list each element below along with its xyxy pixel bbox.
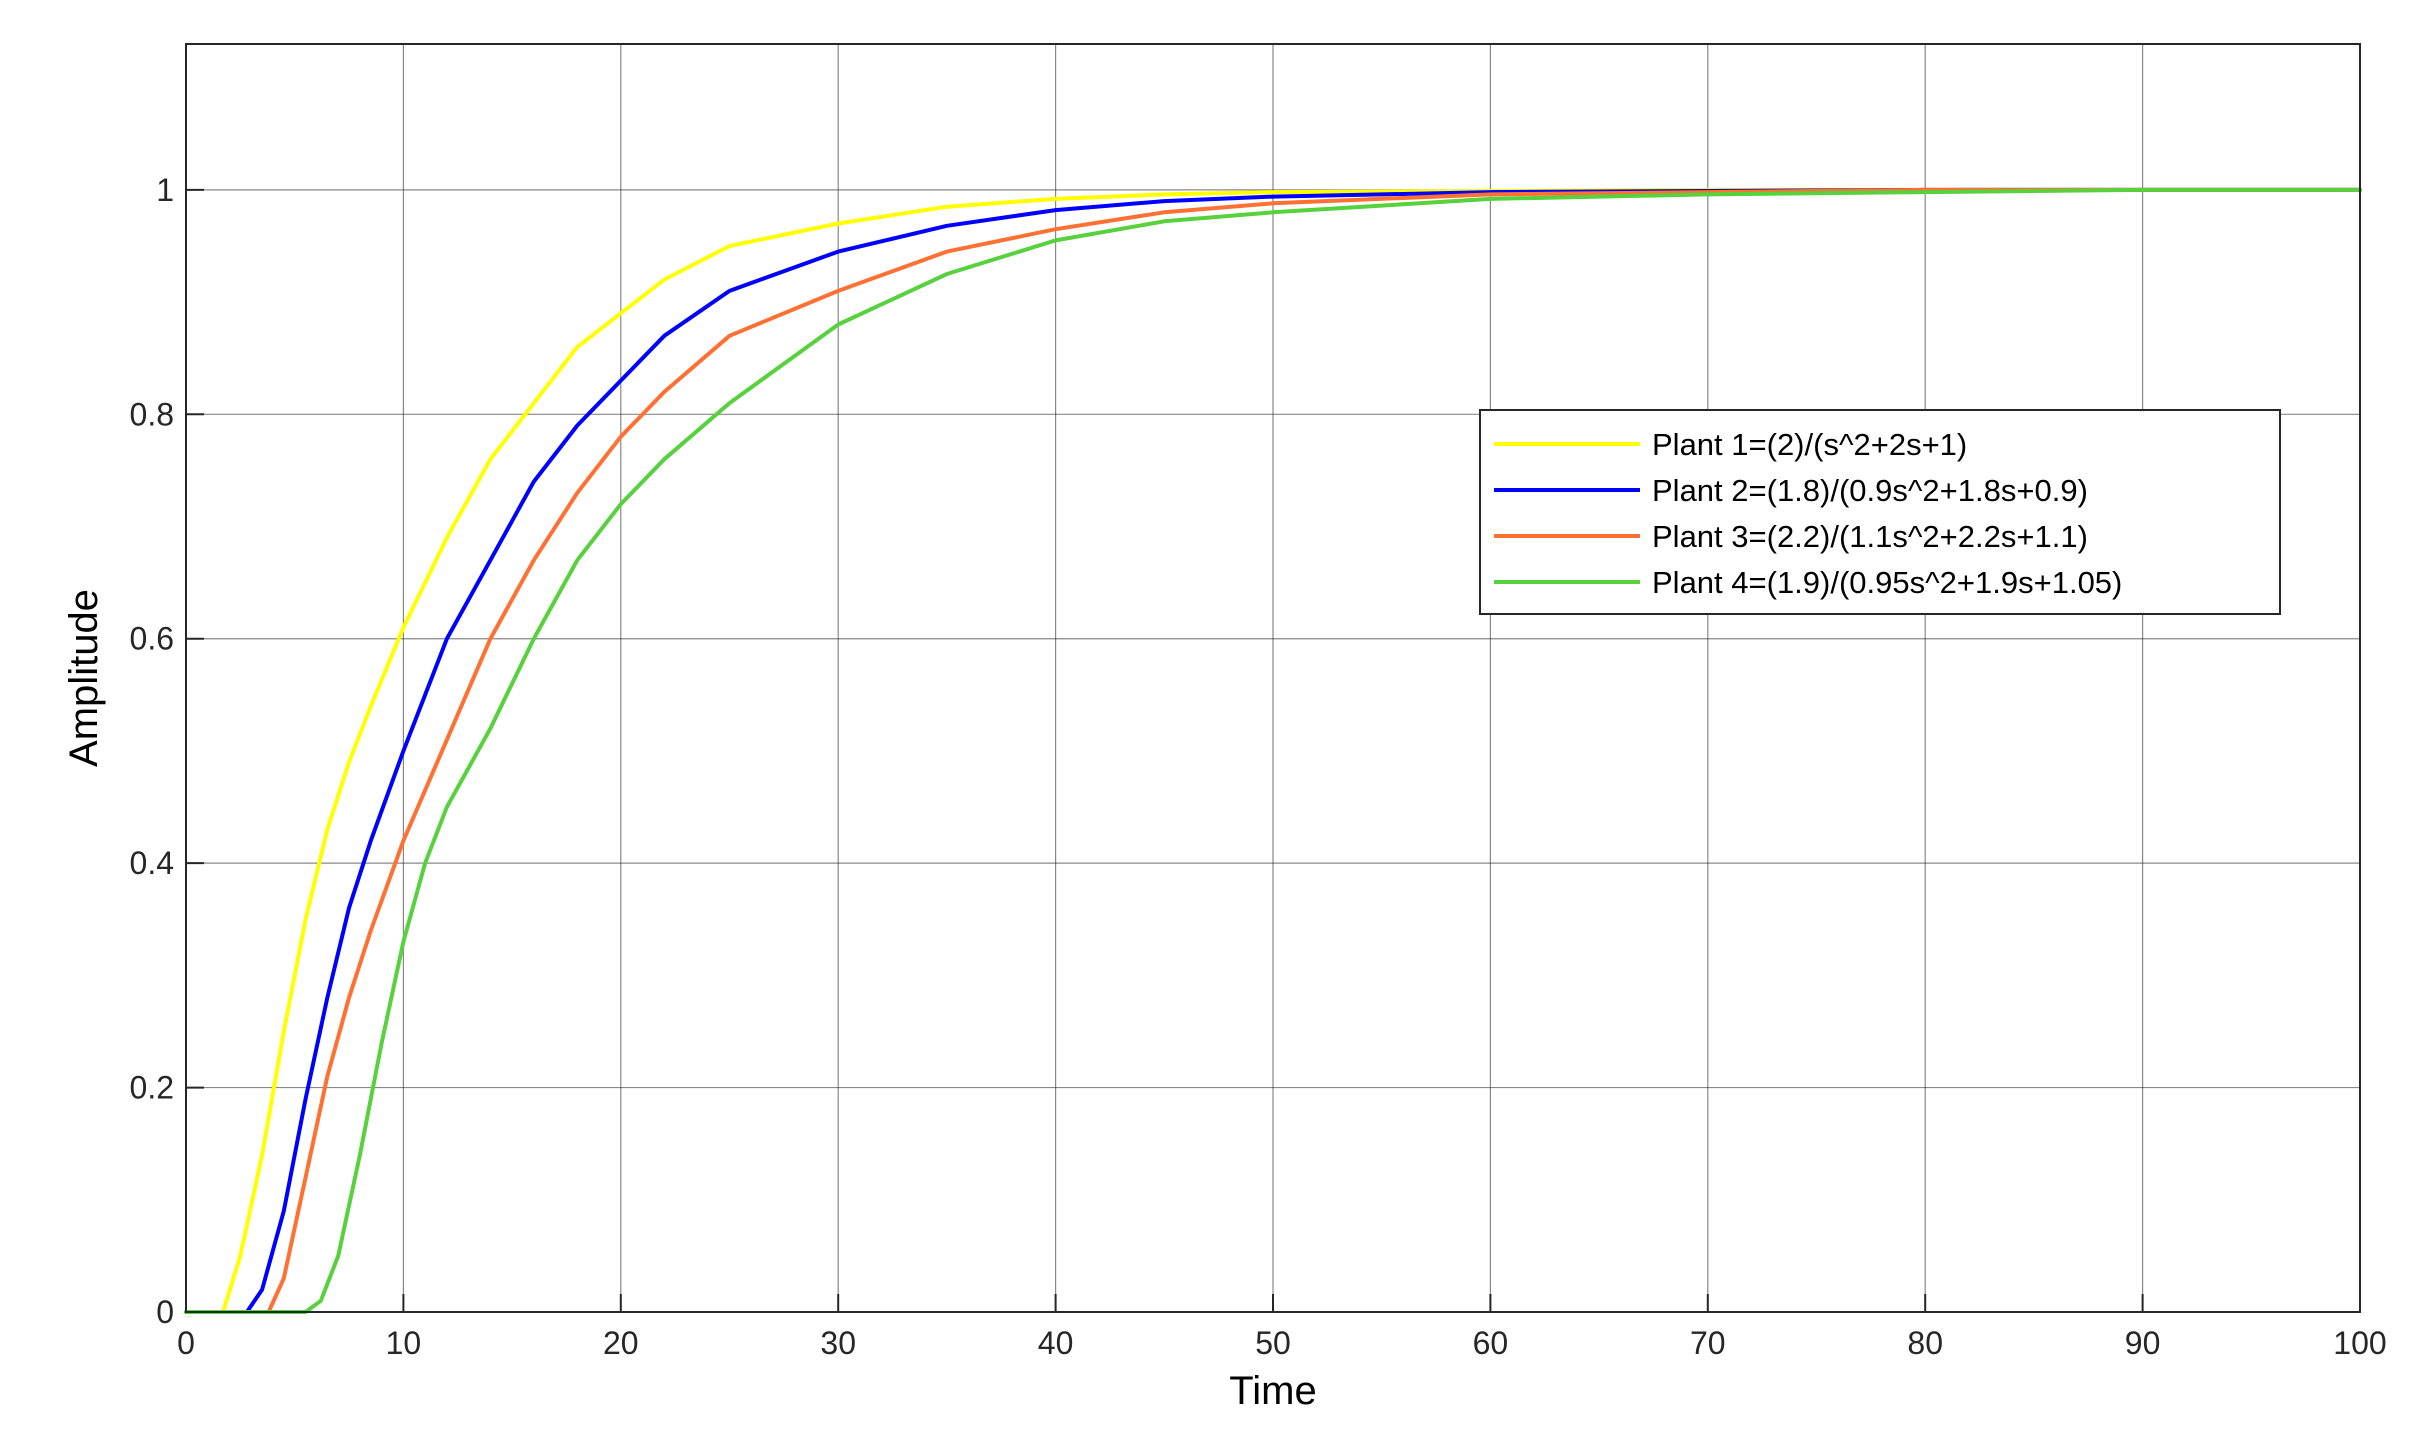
x-tick-label: 50 (1255, 1325, 1291, 1361)
x-tick-label: 90 (2125, 1325, 2161, 1361)
x-tick-label: 30 (820, 1325, 856, 1361)
x-axis-ticks: 0 10 20 30 40 50 60 70 80 90 100 (177, 1294, 2387, 1361)
series-line-plant-3 (184, 187, 2362, 1314)
y-axis-label: Amplitude (62, 589, 106, 767)
x-tick-label: 60 (1473, 1325, 1509, 1361)
x-tick-label: 0 (177, 1325, 195, 1361)
legend-label: Plant 3=(2.2)/(1.1s^2+2.2s+1.1) (1652, 519, 2088, 554)
y-tick-label: 0.8 (130, 396, 174, 432)
x-tick-label: 20 (603, 1325, 639, 1361)
x-tick-label: 10 (386, 1325, 422, 1361)
x-tick-label: 40 (1038, 1325, 1074, 1361)
legend-label: Plant 2=(1.8)/(0.9s^2+1.8s+0.9) (1652, 473, 2088, 508)
x-axis-label: Time (1229, 1369, 1316, 1413)
y-tick-label: 0.6 (130, 621, 174, 657)
series-line-plant-4 (184, 187, 2362, 1314)
y-tick-label: 1 (156, 172, 174, 208)
x-tick-label: 80 (1907, 1325, 1943, 1361)
legend-label: Plant 4=(1.9)/(0.95s^2+1.9s+1.05) (1652, 565, 2122, 600)
series-line-plant-1 (184, 187, 2362, 1314)
y-tick-label: 0.2 (130, 1070, 174, 1106)
legend-label: Plant 1=(2)/(s^2+2s+1) (1652, 427, 1967, 462)
y-axis-ticks: 0 0.2 0.4 0.6 0.8 1 (130, 172, 204, 1330)
legend: Plant 1=(2)/(s^2+2s+1) Plant 2=(1.8)/(0.9… (1479, 409, 2281, 615)
series-line-plant-2 (184, 187, 2362, 1314)
series-lines (184, 187, 2362, 1314)
y-tick-label: 0.4 (130, 845, 174, 881)
x-tick-label: 70 (1690, 1325, 1726, 1361)
y-tick-label: 0 (156, 1294, 174, 1330)
x-tick-label: 100 (2333, 1325, 2386, 1361)
